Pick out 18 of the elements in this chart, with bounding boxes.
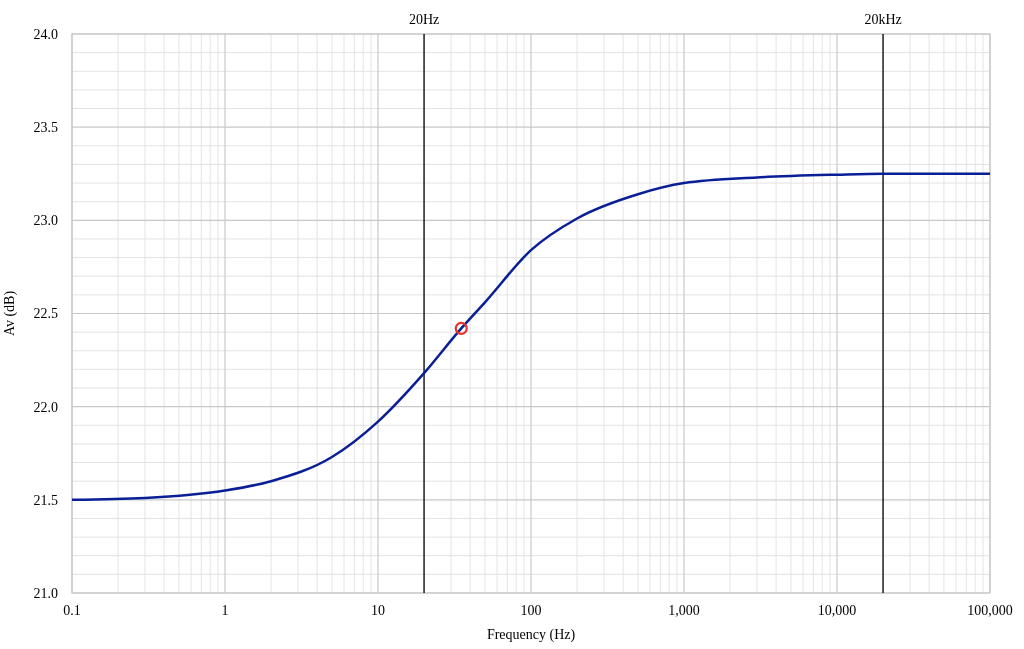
y-tick-label: 22.5 — [33, 306, 58, 322]
x-tick-label: 1 — [221, 603, 229, 618]
ref-line-label: 20kHz — [864, 12, 902, 27]
y-tick-label: 23.0 — [33, 213, 58, 229]
y-tick-label: 24.0 — [33, 26, 58, 42]
x-tick-label: 0.1 — [63, 603, 81, 618]
y-tick-label: 23.5 — [33, 120, 58, 136]
y-axis-title: Av (dB) — [2, 290, 18, 337]
x-tick-label: 10 — [371, 603, 385, 618]
y-tick-label: 22.0 — [33, 399, 58, 415]
y-tick-label: 21.0 — [33, 585, 58, 601]
ref-line-label: 20Hz — [408, 12, 440, 27]
x-tick-label: 100 — [520, 603, 542, 618]
x-tick-label: 1,000 — [668, 603, 700, 618]
x-tick-label: 100,000 — [967, 603, 1013, 618]
y-tick-label: 21.5 — [33, 492, 58, 508]
x-axis-title: Frequency (Hz) — [486, 627, 576, 643]
x-tick-label: 10,000 — [817, 603, 857, 618]
